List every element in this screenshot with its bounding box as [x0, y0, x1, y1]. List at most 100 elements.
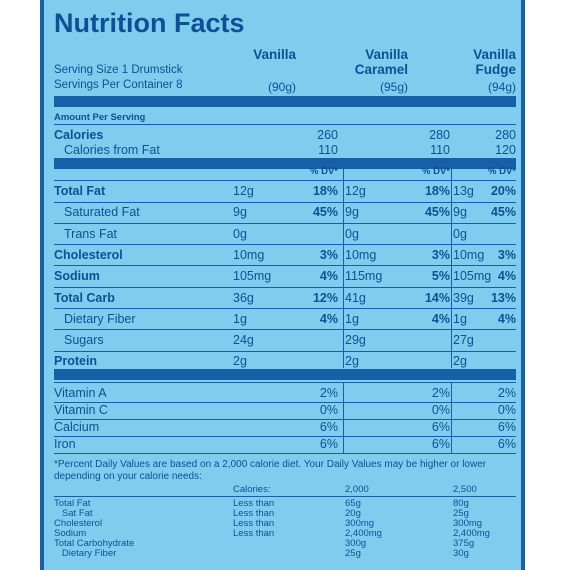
rule-vitamin-top	[54, 382, 516, 383]
nutrient-percent-dv: 45%	[424, 205, 450, 220]
footer-value-2500: 80g	[453, 498, 469, 509]
vitamin-label: Vitamin A	[54, 386, 107, 400]
calories-from-fat-value: 110	[318, 143, 338, 157]
col3-header: Vanilla Fudge	[414, 47, 516, 77]
nutrient-amount: 2g	[345, 354, 359, 369]
nutrient-percent-dv: 18%	[312, 184, 338, 198]
nutrient-percent-dv: 5%	[431, 269, 450, 284]
footer-nutrient-label: Cholesterol	[54, 518, 103, 529]
calories-from-fat-label: Calories from Fat	[64, 143, 160, 157]
thick-rule-calories	[54, 158, 516, 169]
dv-header: % DV*	[488, 166, 516, 177]
footer-nutrient-label: Dietary Fiber	[54, 548, 117, 559]
nutrient-label: Sugars	[64, 333, 104, 348]
dv-header: % DV*	[310, 166, 338, 177]
nutrient-percent-dv: 3%	[431, 247, 450, 262]
nutrient-amount: 10mg	[345, 247, 377, 262]
rule-nutrient	[54, 350, 516, 352]
nutrient-amount: 9g	[345, 205, 359, 220]
col2-weight: (95g)	[379, 80, 408, 94]
column-separator	[451, 382, 452, 454]
col3-weight: (94g)	[487, 80, 516, 94]
nutrient-amount: 105mg	[453, 269, 492, 284]
nutrient-percent-dv: 4%	[431, 311, 450, 326]
footer-cal-2500: 2,500	[453, 484, 477, 495]
rule-vitamin	[54, 452, 516, 454]
nutrient-percent-dv: 45%	[312, 205, 338, 220]
footer-value-2000: 25g	[345, 548, 361, 559]
footer-value-2000: 20g	[345, 508, 361, 519]
nutrient-amount: 0g	[345, 226, 359, 241]
vitamin-value: 2%	[431, 386, 450, 400]
column-separator	[343, 382, 344, 454]
nutrient-amount: 39g	[453, 290, 474, 305]
vitamin-value: 6%	[431, 420, 450, 434]
col1-name-line2: Vanilla	[253, 47, 296, 62]
footer-value-2500: 300mg	[453, 518, 483, 529]
footer-calories-label: Calories:	[233, 484, 271, 495]
nutrient-amount: 1g	[233, 311, 247, 326]
rule-nutrient	[54, 265, 516, 267]
column-separator	[343, 160, 344, 368]
serving-size: Serving Size 1 Drumstick	[54, 64, 183, 76]
footer-value-2000: 300mg	[345, 518, 375, 529]
nutrient-amount: 13g	[453, 184, 474, 198]
nutrient-percent-dv: 13%	[490, 290, 516, 305]
rule-nutrient	[54, 244, 516, 246]
vitamin-value: 6%	[319, 437, 338, 451]
rule-amount	[54, 124, 516, 125]
vitamin-value: 0%	[431, 403, 450, 417]
thick-rule-top	[54, 96, 516, 107]
nutrient-amount: 1g	[453, 311, 467, 326]
nutrient-amount: 12g	[345, 184, 366, 198]
calories-value: 280	[495, 128, 516, 142]
footer-nutrient-label: Total Fat	[54, 498, 91, 509]
nutrient-amount: 0g	[453, 226, 467, 241]
vitamin-value: 6%	[497, 437, 516, 451]
rule-nutrient	[54, 201, 516, 203]
nutrient-amount: 0g	[233, 226, 247, 241]
footer-nutrient-label: Sat Fat	[54, 508, 93, 519]
vitamin-value: 2%	[497, 386, 516, 400]
rule-nutrient	[54, 308, 516, 309]
nutrient-label: Dietary Fiber	[64, 311, 136, 326]
nutrient-percent-dv: 45%	[490, 205, 516, 220]
calories-value: 260	[317, 128, 338, 142]
vitamin-value: 2%	[319, 386, 338, 400]
nutrient-label: Trans Fat	[64, 226, 118, 241]
rule-nutrient	[54, 222, 516, 224]
footer-value-2000: 2,400mg	[345, 528, 382, 539]
footer-nutrient-label: Total Carbohydrate	[54, 538, 135, 549]
nutrient-amount: 9g	[233, 205, 247, 220]
col3-name-line2: Fudge	[475, 62, 517, 77]
footer-qualifier: Less than	[233, 528, 275, 539]
nutrient-percent-dv: 4%	[319, 269, 338, 284]
footer-value-2500: 375g	[453, 538, 475, 549]
footer-value-2000: 300g	[345, 538, 367, 549]
footer-value-2500: 2,400mg	[453, 528, 490, 539]
footer-value-2000: 65g	[345, 498, 361, 509]
label-title: Nutrition Facts	[54, 8, 245, 38]
footer-value-2500: 30g	[453, 548, 469, 559]
nutrient-amount: 27g	[453, 333, 474, 348]
nutrient-amount: 1g	[345, 311, 359, 326]
nutrient-label: Total Fat	[54, 184, 106, 198]
nutrient-amount: 24g	[233, 333, 254, 348]
nutrient-percent-dv: 18%	[424, 184, 450, 198]
footer-qualifier: Less than	[233, 518, 275, 529]
nutrient-amount: 29g	[345, 333, 366, 348]
nutrient-percent-dv: 3%	[319, 247, 338, 262]
footer-cal-2000: 2,000	[345, 484, 369, 495]
col1-header: Vanilla	[194, 47, 296, 62]
dv-header: % DV*	[422, 166, 450, 177]
thick-rule-vitamins	[54, 369, 516, 380]
rule-dv	[54, 180, 516, 181]
nutrient-amount: 36g	[233, 290, 254, 305]
rule-nutrient	[54, 329, 516, 331]
nutrient-percent-dv: 4%	[497, 311, 516, 326]
nutrient-amount: 41g	[345, 290, 366, 305]
calories-from-fat-value: 110	[430, 143, 450, 157]
nutrient-amount: 105mg	[233, 269, 272, 284]
vitamin-value: 0%	[497, 403, 516, 417]
footer-qualifier: Less than	[233, 498, 275, 509]
